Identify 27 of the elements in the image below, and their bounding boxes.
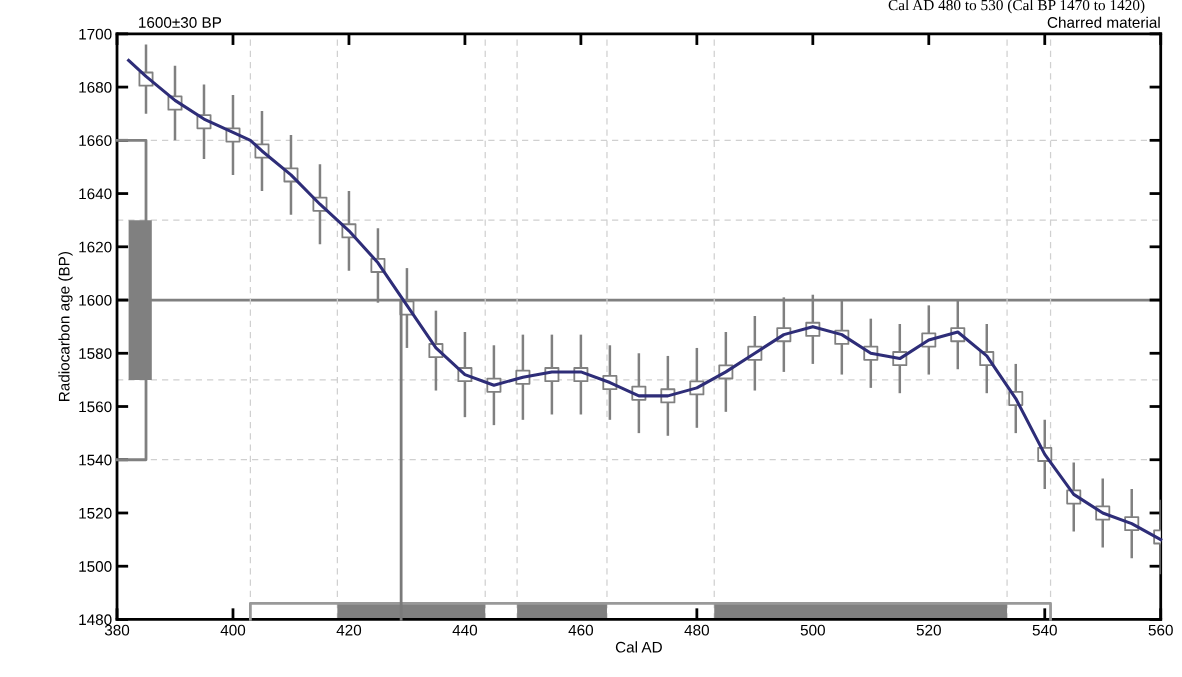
text: 1600±30 BP (139, 17, 222, 28)
y-tick-label: 1640 (79, 188, 112, 200)
x-tick-label: 400 (220, 624, 246, 636)
y-tick-label: 1600 (79, 294, 112, 306)
y-tick-label: 1560 (79, 401, 112, 413)
x-tick-label: 380 (104, 624, 130, 636)
x-tick-label: 460 (568, 624, 594, 636)
x-axis-title: Cal AD (615, 641, 662, 653)
text: Cal AD 480 to 530 (Cal BP 1470 to 1420) (888, 0, 1145, 14)
y-tick-label: 1580 (79, 348, 112, 359)
y-axis-title: Radiocarbon age (BP) (58, 252, 73, 401)
y-tick-label: 1660 (79, 135, 112, 147)
y-tick-label: 1680 (79, 81, 112, 93)
y-tick-label: 1540 (79, 454, 112, 466)
y-tick-label: 1700 (79, 28, 112, 40)
x-tick-label: 420 (336, 624, 362, 636)
y-tick-label: 1620 (79, 241, 112, 253)
x-tick-label: 480 (684, 624, 709, 636)
y-tick-label: 1480 (79, 614, 112, 626)
x-tick-label: 560 (1148, 624, 1173, 636)
x-tick-label: 500 (800, 624, 825, 636)
y-tick-label: 1520 (79, 507, 112, 519)
text: Charred material (1047, 16, 1160, 28)
x-tick-label: 520 (916, 624, 941, 636)
x-tick-label: 440 (452, 624, 478, 636)
x-tick-label: 540 (1032, 624, 1057, 636)
y-tick-label: 1500 (79, 561, 112, 572)
